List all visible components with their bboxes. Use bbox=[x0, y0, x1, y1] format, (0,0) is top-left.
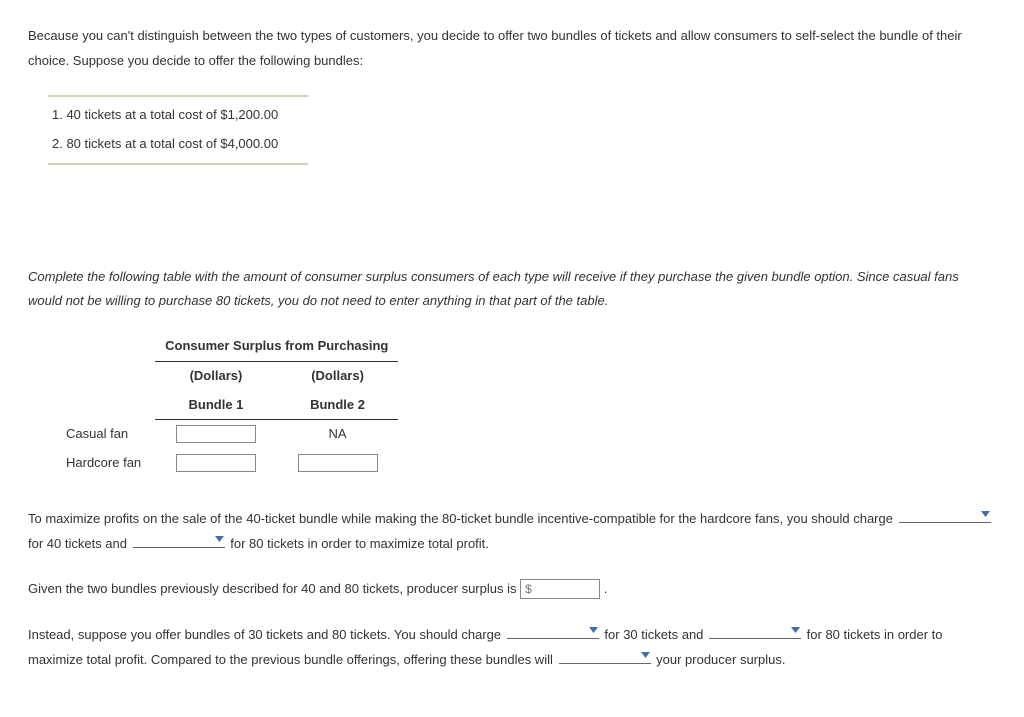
q3-dropdown-80tickets[interactable] bbox=[709, 622, 801, 639]
hardcore-bundle2-input[interactable] bbox=[298, 454, 378, 472]
q3-post: your producer surplus. bbox=[656, 652, 785, 667]
table-super-header: Consumer Surplus from Purchasing bbox=[155, 332, 398, 361]
caret-down-icon bbox=[588, 624, 599, 635]
bundle-option-1: 1. 40 tickets at a total cost of $1,200.… bbox=[48, 101, 996, 130]
caret-down-icon bbox=[980, 508, 991, 519]
question-1: To maximize profits on the sale of the 4… bbox=[28, 506, 996, 557]
table-instruction: Complete the following table with the am… bbox=[28, 265, 996, 314]
q3-mid1: for 30 tickets and bbox=[604, 627, 703, 642]
intro-paragraph: Because you can't distinguish between th… bbox=[28, 24, 996, 73]
q1-dropdown-40tickets[interactable] bbox=[899, 506, 991, 523]
q2-pre: Given the two bundles previously describ… bbox=[28, 581, 516, 596]
q1-pre: To maximize profits on the sale of the 4… bbox=[28, 511, 893, 526]
producer-surplus-input[interactable] bbox=[520, 579, 600, 599]
table-unit-col1: (Dollars) bbox=[155, 361, 277, 390]
casual-bundle1-input[interactable] bbox=[176, 425, 256, 443]
question-3: Instead, suppose you offer bundles of 30… bbox=[28, 622, 996, 673]
q3-pre: Instead, suppose you offer bundles of 30… bbox=[28, 627, 501, 642]
casual-bundle2-na: NA bbox=[277, 420, 399, 449]
table-col1-header: Bundle 1 bbox=[155, 391, 277, 420]
table-col2-header: Bundle 2 bbox=[277, 391, 399, 420]
caret-down-icon bbox=[214, 533, 225, 544]
q1-mid: for 40 tickets and bbox=[28, 536, 127, 551]
bundle-option-2: 2. 80 tickets at a total cost of $4,000.… bbox=[48, 130, 996, 159]
bundle-divider-bottom bbox=[48, 163, 308, 165]
table-row-hardcore-label: Hardcore fan bbox=[48, 449, 155, 478]
q1-dropdown-80tickets[interactable] bbox=[133, 531, 225, 548]
q1-post: for 80 tickets in order to maximize tota… bbox=[230, 536, 489, 551]
caret-down-icon bbox=[790, 624, 801, 635]
bundle-divider-top bbox=[48, 95, 308, 97]
bundle-options-block: 1. 40 tickets at a total cost of $1,200.… bbox=[48, 95, 996, 164]
q3-dropdown-effect[interactable] bbox=[559, 647, 651, 664]
hardcore-bundle1-input[interactable] bbox=[176, 454, 256, 472]
consumer-surplus-table: Consumer Surplus from Purchasing (Dollar… bbox=[48, 332, 398, 477]
question-2: Given the two bundles previously describ… bbox=[28, 577, 996, 602]
q3-dropdown-30tickets[interactable] bbox=[507, 622, 599, 639]
table-row-casual-label: Casual fan bbox=[48, 420, 155, 449]
table-unit-col2: (Dollars) bbox=[277, 361, 399, 390]
q2-post: . bbox=[604, 581, 608, 596]
